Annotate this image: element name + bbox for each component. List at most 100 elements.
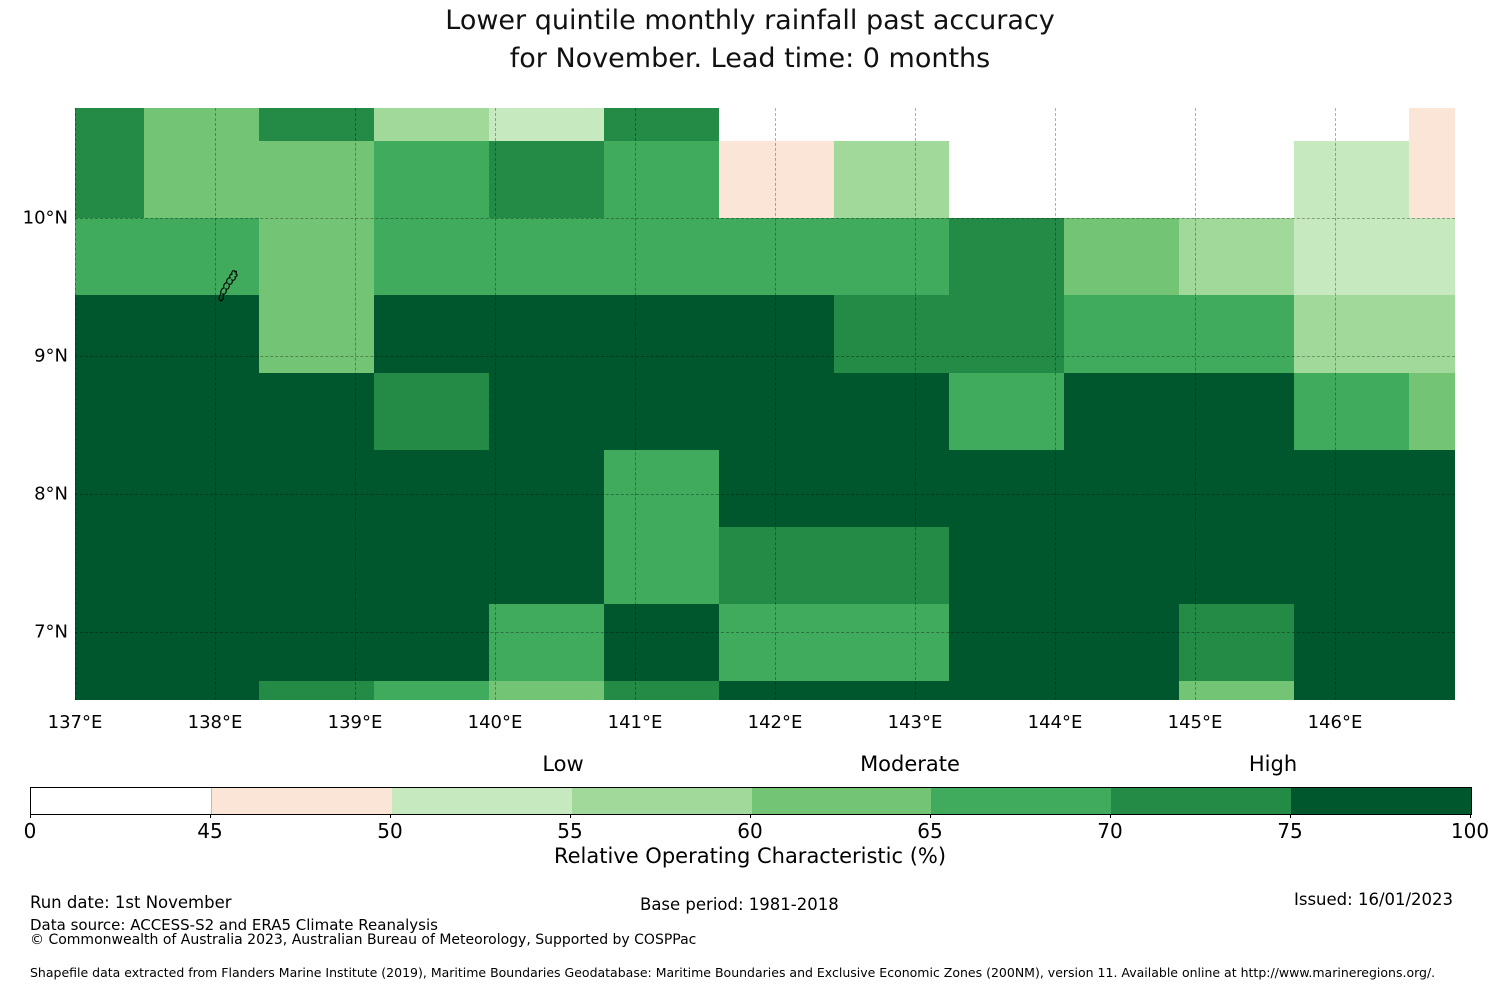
colorbar-tick: [210, 814, 211, 818]
map-cell: [1294, 141, 1409, 218]
map-cell: [374, 527, 489, 604]
gridline-horizontal: [75, 218, 1455, 219]
map-cell: [489, 373, 604, 450]
map-cell: [719, 681, 834, 700]
map-cell: [489, 108, 604, 141]
map-cell: [259, 681, 374, 700]
map-cell: [489, 295, 604, 373]
map-cell: [374, 373, 489, 450]
map-cell: [1179, 295, 1294, 373]
y-tick-label: 10°N: [22, 207, 68, 229]
gridline-vertical: [75, 108, 76, 700]
map-cell: [259, 373, 374, 450]
data-source-text: Data source: ACCESS-S2 and ERA5 Climate …: [30, 916, 438, 934]
colorbar-tick-label: 45: [197, 819, 223, 843]
colorbar-segment-55-60: [571, 788, 752, 814]
y-tick-label: 9°N: [34, 345, 68, 367]
gridline-vertical: [635, 108, 636, 700]
gridline-vertical: [915, 108, 916, 700]
map-cell: [1064, 108, 1179, 141]
colorbar-tick-label: 60: [737, 819, 763, 843]
gridline-vertical: [1055, 108, 1056, 700]
map-cell: [489, 604, 604, 681]
colorbar-zone-label-low: Low: [542, 752, 584, 776]
map-cell: [834, 108, 949, 141]
x-tick-label: 145°E: [1167, 712, 1223, 733]
map-cell: [374, 295, 489, 373]
map-cell: [75, 604, 144, 681]
gridline-horizontal: [75, 356, 1455, 357]
map-cell: [1409, 373, 1455, 450]
map-cell: [144, 141, 259, 218]
map-cell: [489, 681, 604, 700]
map-cell: [259, 108, 374, 141]
map-cell: [144, 527, 259, 604]
colorbar-tick: [570, 814, 571, 818]
map-cell: [489, 450, 604, 527]
gridline-horizontal: [75, 632, 1455, 633]
map-cell: [604, 681, 719, 700]
x-tick-label: 140°E: [467, 712, 523, 733]
map-cell: [1064, 450, 1179, 527]
map-cell: [75, 450, 144, 527]
y-tick-label: 8°N: [34, 483, 68, 505]
map-cell: [1064, 218, 1179, 295]
map-cell: [604, 450, 719, 527]
map-cell: [1179, 527, 1294, 604]
colorbar-tick-label: 55: [557, 819, 583, 843]
map-cell: [604, 108, 719, 141]
map-cell: [604, 218, 719, 295]
map-cell: [1294, 527, 1409, 604]
colorbar-tick-label: 65: [917, 819, 943, 843]
colorbar-segment-75-100: [1291, 788, 1471, 814]
colorbar-axis-label: Relative Operating Characteristic (%): [553, 844, 947, 868]
map-cell: [949, 604, 1064, 681]
island-outline: [218, 270, 238, 302]
map-cell: [1294, 373, 1409, 450]
map-cell: [144, 604, 259, 681]
map-cell: [1294, 604, 1409, 681]
map-cell: [949, 295, 1064, 373]
gridline-vertical: [1195, 108, 1196, 700]
map-cell: [1064, 295, 1179, 373]
shapefile-note-text: Shapefile data extracted from Flanders M…: [30, 965, 1436, 980]
map-cell: [1179, 373, 1294, 450]
map-cell: [604, 295, 719, 373]
map-cell: [75, 681, 144, 700]
colorbar-segment-50-55: [391, 788, 572, 814]
colorbar-segment-70-75: [1111, 788, 1292, 814]
map-cell: [1064, 527, 1179, 604]
colorbar-segment-65-70: [931, 788, 1112, 814]
colorbar-tick: [930, 814, 931, 818]
x-tick-label: 138°E: [187, 712, 243, 733]
gridline-horizontal: [75, 494, 1455, 495]
map-cell: [144, 681, 259, 700]
map-cell: [834, 218, 949, 295]
map-cell: [719, 450, 834, 527]
map-cell: [75, 295, 144, 373]
map-cell: [1179, 681, 1294, 700]
chart-title-line1: Lower quintile monthly rainfall past acc…: [445, 5, 1055, 36]
map-cell: [1409, 295, 1455, 373]
map-cell: [1409, 681, 1455, 700]
map-cell: [144, 450, 259, 527]
map-cell: [719, 108, 834, 141]
colorbar-segment-60-65: [751, 788, 932, 814]
map-cell: [259, 295, 374, 373]
map-cell: [834, 373, 949, 450]
map-cell: [1409, 218, 1455, 295]
map-cell: [489, 527, 604, 604]
colorbar: [30, 787, 1472, 815]
copyright-text: © Commonwealth of Australia 2023, Austra…: [30, 932, 697, 948]
map-cell: [1409, 604, 1455, 681]
colorbar-zone-label-moderate: Moderate: [860, 752, 960, 776]
colorbar-tick-label: 75: [1277, 819, 1303, 843]
colorbar-tick: [390, 814, 391, 818]
map-cell: [75, 108, 144, 141]
map-cell: [1179, 218, 1294, 295]
chart-title: Lower quintile monthly rainfall past acc…: [0, 2, 1500, 78]
map-cell: [1294, 681, 1409, 700]
colorbar-segment-0-45: [31, 788, 211, 814]
map-cell: [1064, 604, 1179, 681]
base-period-text: Base period: 1981-2018: [640, 895, 839, 914]
